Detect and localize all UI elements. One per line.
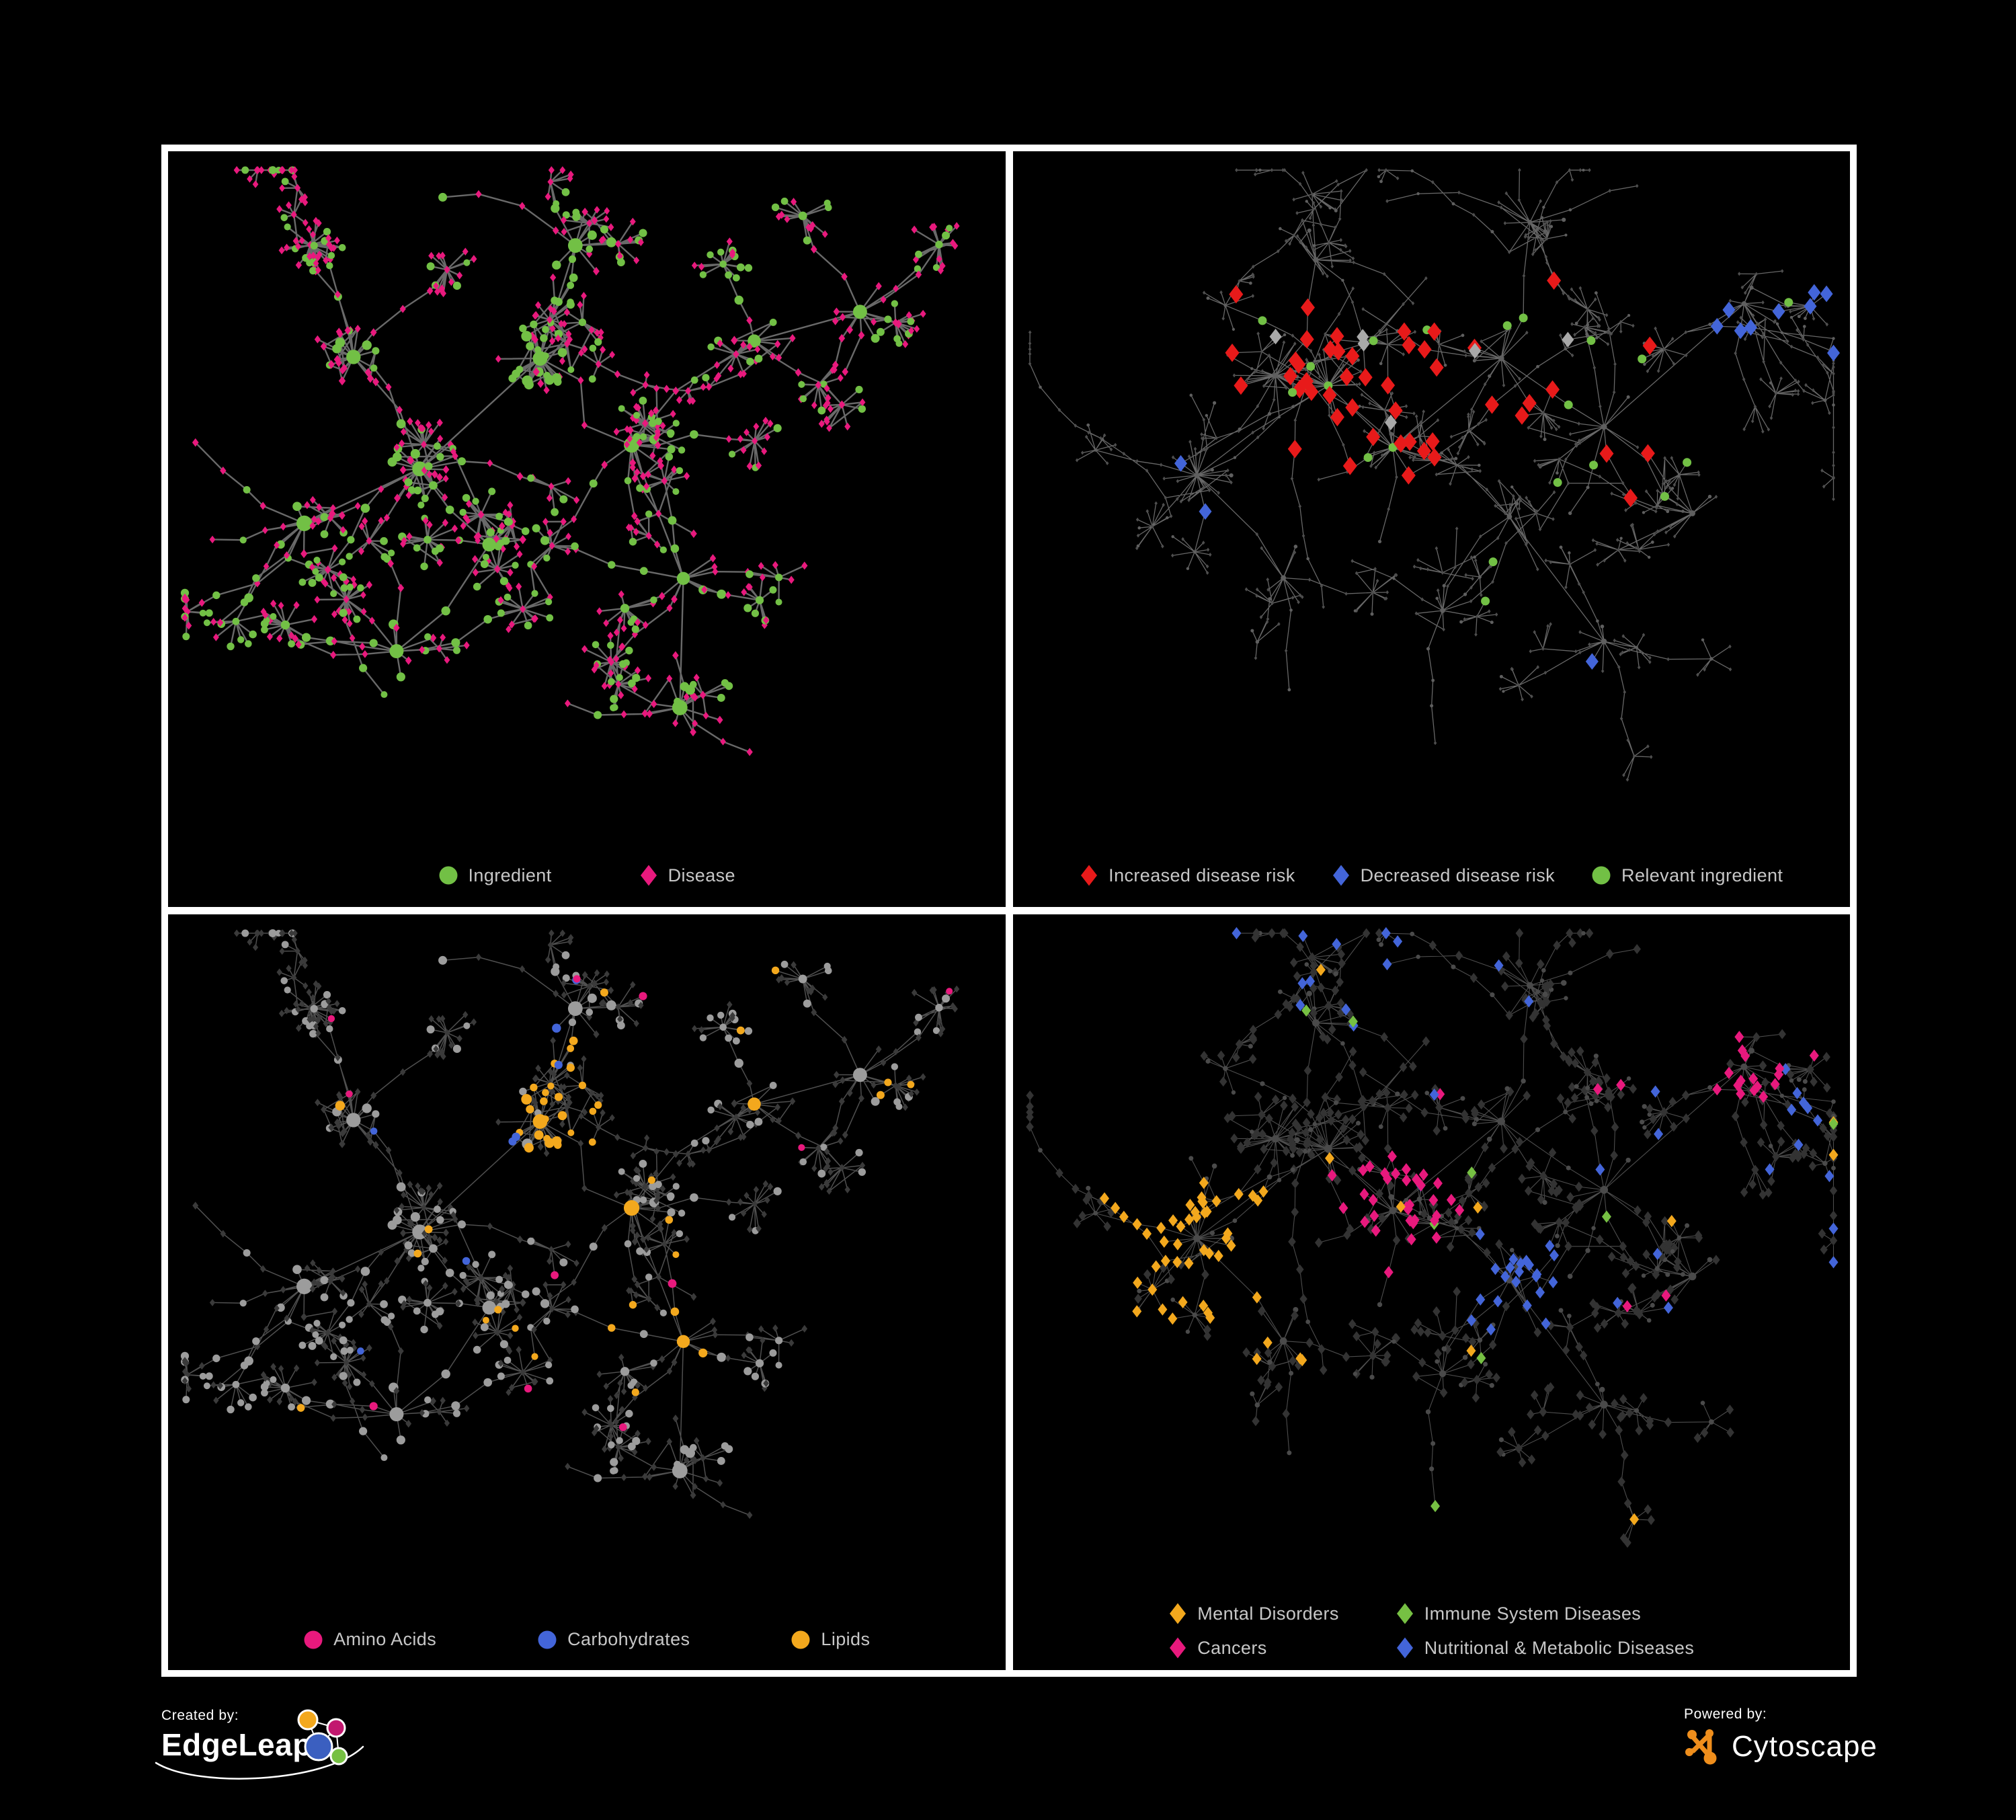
legend-circle-swatch-icon <box>538 1630 557 1649</box>
edgeleap-wordmark: EdgeLeap <box>161 1727 312 1762</box>
network-graph-disease-risk <box>1028 168 1840 782</box>
legend-label: Nutritional & Metabolic Diseases <box>1424 1637 1695 1658</box>
legend-diamond-swatch-icon <box>640 865 657 886</box>
legend-diamond-swatch-icon <box>1081 865 1098 886</box>
legend-ingredient-disease: Ingredient Disease <box>168 864 1006 887</box>
panel-disease-categories-network: Mental Disorders Immune System Diseases Ca… <box>1012 914 1851 1670</box>
legend-diamond-swatch-icon <box>1170 1637 1186 1659</box>
legend-label: Ingredient <box>468 865 552 885</box>
edgeleap-logo-icon <box>297 1709 348 1766</box>
legend-diamond-swatch-icon <box>1396 1637 1413 1659</box>
legend-item: Lipids <box>791 1629 870 1650</box>
legend-label: Amino Acids <box>333 1629 437 1649</box>
cytoscape-credit: Powered by: Cytoscape <box>1684 1706 1878 1768</box>
legend-label: Cancers <box>1197 1637 1267 1658</box>
cytoscape-brand-row: Cytoscape <box>1684 1725 1878 1768</box>
legend-circle-swatch-icon <box>791 1630 810 1649</box>
legend-label: Mental Disorders <box>1197 1603 1339 1624</box>
legend-item: Carbohydrates <box>537 1629 690 1650</box>
legend-item: Cancers <box>1168 1636 1338 1659</box>
legend-item: Nutritional & Metabolic Diseases <box>1396 1636 1694 1659</box>
legend-disease-risk: Increased disease risk Decreased disease … <box>1013 864 1851 887</box>
network-graph-ingredient-disease <box>180 165 960 756</box>
legend-diamond-swatch-icon <box>1170 1603 1186 1624</box>
powered-by-label: Powered by: <box>1684 1706 1767 1722</box>
legend-item: Increased disease risk <box>1080 864 1295 887</box>
panel-disease-risk-network: Increased disease risk Decreased disease … <box>1012 151 1851 907</box>
edgeleap-credit: Created by: EdgeLeap <box>155 1708 364 1780</box>
legend-label: Disease <box>668 865 735 885</box>
legend-diamond-swatch-icon <box>1396 1603 1413 1624</box>
legend-diamond-swatch-icon <box>1332 865 1349 886</box>
panel-nutrient-classes-network: Amino Acids Carbohydrates Lipids <box>168 914 1006 1670</box>
legend-circle-swatch-icon <box>439 866 458 885</box>
cytoscape-logo-icon <box>1685 1729 1717 1765</box>
legend-label: Increased disease risk <box>1108 865 1295 885</box>
legend-disease-categories: Mental Disorders Immune System Diseases Ca… <box>1013 1602 1851 1659</box>
legend-item: Disease <box>639 864 735 887</box>
legend-item: Amino Acids <box>303 1629 436 1650</box>
legend-item: Ingredient <box>438 865 552 886</box>
legend-label: Carbohydrates <box>567 1629 690 1649</box>
legend-label: Immune System Diseases <box>1424 1603 1642 1624</box>
legend-label: Relevant ingredient <box>1621 865 1783 885</box>
legend-label: Decreased disease risk <box>1360 865 1556 885</box>
legend-item: Relevant ingredient <box>1591 865 1783 886</box>
legend-item: Mental Disorders <box>1168 1602 1338 1625</box>
network-graph-disease-categories <box>1025 926 1838 1548</box>
legend-label: Lipids <box>821 1629 871 1649</box>
panel-ingredient-disease-network: Ingredient Disease <box>168 151 1006 907</box>
legend-circle-swatch-icon <box>1592 866 1611 885</box>
cytoscape-wordmark: Cytoscape <box>1732 1730 1878 1763</box>
edgeleap-brand-row: EdgeLeap <box>155 1709 364 1780</box>
legend-circle-swatch-icon <box>304 1630 323 1649</box>
created-by-label: Created by: <box>161 1708 239 1723</box>
network-graph-nutrient-classes <box>180 929 960 1519</box>
legend-item: Immune System Diseases <box>1396 1602 1694 1625</box>
legend-nutrient-classes: Amino Acids Carbohydrates Lipids <box>168 1629 1006 1650</box>
four-panel-grid: Ingredient Disease Increased disease risk… <box>161 145 1857 1677</box>
footer: Created by: EdgeLeap Powered <box>0 1677 2016 1820</box>
legend-item: Decreased disease risk <box>1332 864 1555 887</box>
